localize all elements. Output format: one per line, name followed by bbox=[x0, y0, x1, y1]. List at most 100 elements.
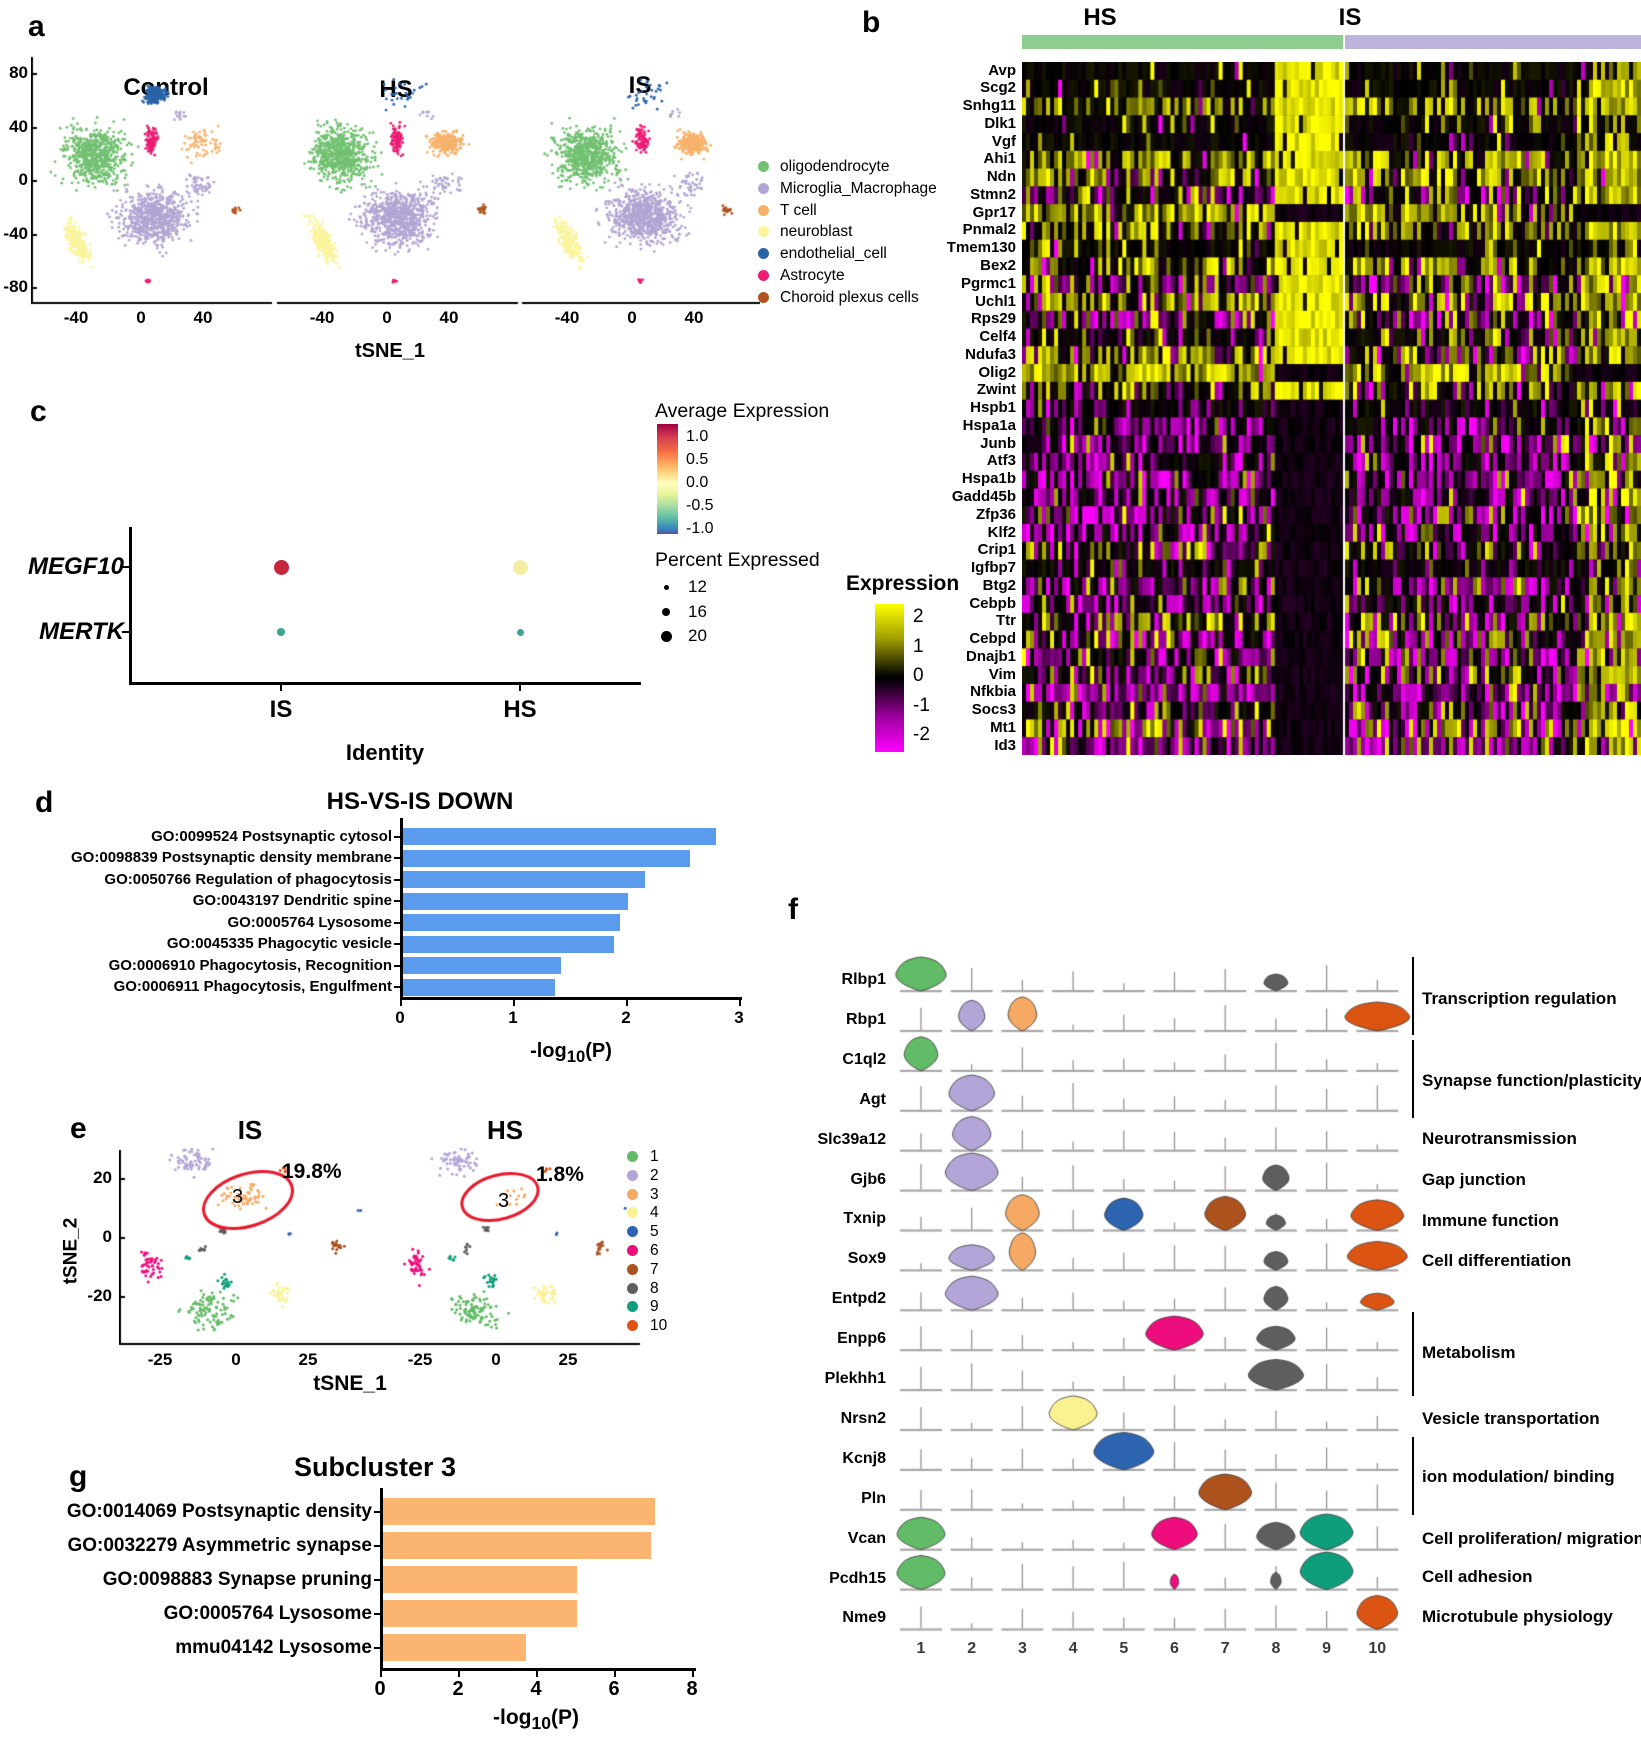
legend-dot-microglia-macrophage bbox=[758, 182, 769, 194]
violin-category-metabolism: Metabolism bbox=[1422, 1343, 1516, 1362]
subcluster-legend-label: 7 bbox=[650, 1260, 659, 1278]
tsne-e-xtick: 25 bbox=[298, 1350, 318, 1369]
subcluster-legend-dot-1 bbox=[627, 1151, 638, 1162]
heatmap-group-label-hs: HS bbox=[1083, 4, 1117, 31]
x-axis-tick bbox=[400, 999, 402, 1006]
bar-label: GO:0005764 Lysosome bbox=[163, 1602, 372, 1624]
heatmap-gene-ndn: Ndn bbox=[986, 168, 1016, 186]
x-axis-tick bbox=[513, 999, 515, 1006]
bar-tick bbox=[394, 835, 400, 838]
bar-label: GO:0050766 Regulation of phagocytosis bbox=[104, 870, 392, 888]
bar bbox=[382, 1634, 527, 1661]
heatmap-gene-dnajb1: Dnajb1 bbox=[965, 647, 1016, 665]
heatmap-gene-stmn2: Stmn2 bbox=[970, 185, 1016, 203]
percent-dot bbox=[660, 630, 672, 642]
go-down-title: HS-VS-IS DOWN bbox=[326, 788, 514, 815]
violin-gene-enpp6: Enpp6 bbox=[837, 1330, 886, 1348]
legend-label: Choroid plexus cells bbox=[780, 288, 919, 306]
dotplot-ytick-1 bbox=[122, 566, 129, 568]
heatmap-gene-olig2: Olig2 bbox=[978, 363, 1016, 381]
heatmap-gene-hspa1b: Hspa1b bbox=[961, 470, 1016, 488]
violin-category-synapse-function-plasticity: Synapse function/plasticity bbox=[1422, 1071, 1641, 1090]
violin-xtick-2: 2 bbox=[967, 1640, 977, 1657]
dotplot-xtick-1 bbox=[280, 684, 282, 691]
x-axis-tick bbox=[380, 1670, 382, 1677]
panel-label-a: a bbox=[28, 10, 45, 43]
violin-gene-txnip: Txnip bbox=[843, 1210, 886, 1228]
legend-dot-oligodendrocyte bbox=[758, 161, 769, 172]
dotplot-xtick-label-hs: HS bbox=[503, 696, 537, 723]
x-axis-tick bbox=[536, 1670, 538, 1677]
tsne-a-xtick: 40 bbox=[193, 308, 213, 327]
legend-dot-choroid-plexus-cells bbox=[758, 291, 769, 303]
dotplot-xtick-label-is: IS bbox=[269, 696, 293, 723]
violin-xtick-5: 5 bbox=[1119, 1640, 1129, 1657]
violin-gene-agt: Agt bbox=[859, 1090, 886, 1108]
violin-gene-kcnj8: Kcnj8 bbox=[842, 1449, 886, 1467]
subcluster-legend-dot-6 bbox=[627, 1245, 638, 1256]
bar-label: GO:0098839 Postsynaptic density membrane bbox=[71, 849, 392, 867]
dotplot-xlabel: Identity bbox=[345, 740, 425, 765]
x-axis-title: -log10(P) bbox=[493, 1706, 579, 1734]
violin-category-neurotransmission: Neurotransmission bbox=[1422, 1129, 1577, 1148]
percent-label: 20 bbox=[688, 626, 707, 645]
dotplot-x-axis bbox=[129, 682, 641, 685]
dotplot-gene-megf10: MEGF10 bbox=[27, 553, 124, 580]
bar bbox=[402, 957, 562, 974]
tsne-a-xlabel: tSNE_1 bbox=[354, 340, 426, 362]
subcluster-legend-label: 8 bbox=[650, 1279, 659, 1297]
bar bbox=[402, 914, 621, 931]
percent-expressed-legend-title: Percent Expressed bbox=[655, 549, 820, 571]
violin-gene-vcan: Vcan bbox=[847, 1529, 886, 1547]
tsne-a-xtick: 0 bbox=[136, 308, 146, 327]
violin-xtick-9: 9 bbox=[1322, 1640, 1332, 1657]
bar-label: GO:0005764 Lysosome bbox=[227, 913, 392, 931]
tsne-a-ytick: -40 bbox=[3, 223, 28, 243]
dot-mertk-is bbox=[276, 627, 286, 637]
dot-megf10-hs bbox=[512, 559, 528, 575]
heatmap-gene-hspa1a: Hspa1a bbox=[962, 416, 1016, 434]
panel-label-e: e bbox=[70, 1112, 87, 1145]
tsne-e-xlabel: tSNE_1 bbox=[313, 1372, 387, 1395]
tsne-a-ytick: 40 bbox=[9, 116, 28, 136]
violin-gene-rlbp1: Rlbp1 bbox=[841, 971, 886, 988]
violin-category-microtubule-physiology: Microtubule physiology bbox=[1422, 1607, 1613, 1626]
avg-expression-tick: 0.5 bbox=[686, 451, 709, 468]
legend-label: Microglia_Macrophage bbox=[780, 179, 937, 197]
violin-category-vesicle-transportation: Vesicle transportation bbox=[1422, 1409, 1600, 1428]
heatmap-gene-btg2: Btg2 bbox=[982, 576, 1016, 594]
bar-tick bbox=[394, 964, 400, 967]
subcluster-percent-is: 19.8% bbox=[282, 1160, 342, 1183]
panel-label-c: c bbox=[30, 395, 47, 428]
violin-category-bracket bbox=[1412, 957, 1414, 1035]
legend-dot-astrocyte bbox=[758, 270, 769, 281]
bar-label: GO:0099524 Postsynaptic cytosol bbox=[151, 827, 392, 845]
heatmap-gene-id3: Id3 bbox=[994, 736, 1016, 754]
heatmap-gene-uchl1: Uchl1 bbox=[975, 292, 1016, 310]
heatmap-gene-celf4: Celf4 bbox=[979, 328, 1016, 346]
subcluster-legend-dot-3 bbox=[627, 1188, 638, 1200]
heatmap-gene-vim: Vim bbox=[988, 665, 1016, 683]
x-axis-tick bbox=[614, 1670, 616, 1677]
expression-tick: -1 bbox=[913, 694, 930, 716]
bar-tick bbox=[374, 1510, 380, 1513]
subcluster-legend-dot-7 bbox=[627, 1263, 638, 1275]
expression-colorbar bbox=[875, 604, 904, 752]
avg-expression-colorbar bbox=[657, 424, 678, 534]
violin-gene-nrsn2: Nrsn2 bbox=[840, 1409, 886, 1427]
x-axis-tick bbox=[626, 999, 628, 1006]
tsne-e-title-is: IS bbox=[237, 1115, 263, 1145]
bar-label: mmu04142 Lysosome bbox=[175, 1636, 372, 1658]
percent-dot bbox=[662, 607, 670, 616]
heatmap-gene-cebpb: Cebpb bbox=[969, 594, 1016, 612]
heatmap-gene-dlk1: Dlk1 bbox=[984, 114, 1016, 132]
heatmap-gene-snhg11: Snhg11 bbox=[962, 97, 1016, 115]
bar-label: GO:0043197 Dendritic spine bbox=[192, 892, 392, 910]
bar-label: GO:0006910 Phagocytosis, Recognition bbox=[108, 956, 392, 974]
tsne-e-canvas bbox=[119, 1148, 644, 1348]
subcluster-legend-label: 10 bbox=[650, 1317, 668, 1335]
bar bbox=[402, 892, 628, 910]
bar-tick bbox=[394, 857, 400, 859]
heatmap-gene-pnmal2: Pnmal2 bbox=[962, 221, 1016, 239]
heatmap-canvas bbox=[1022, 62, 1641, 755]
